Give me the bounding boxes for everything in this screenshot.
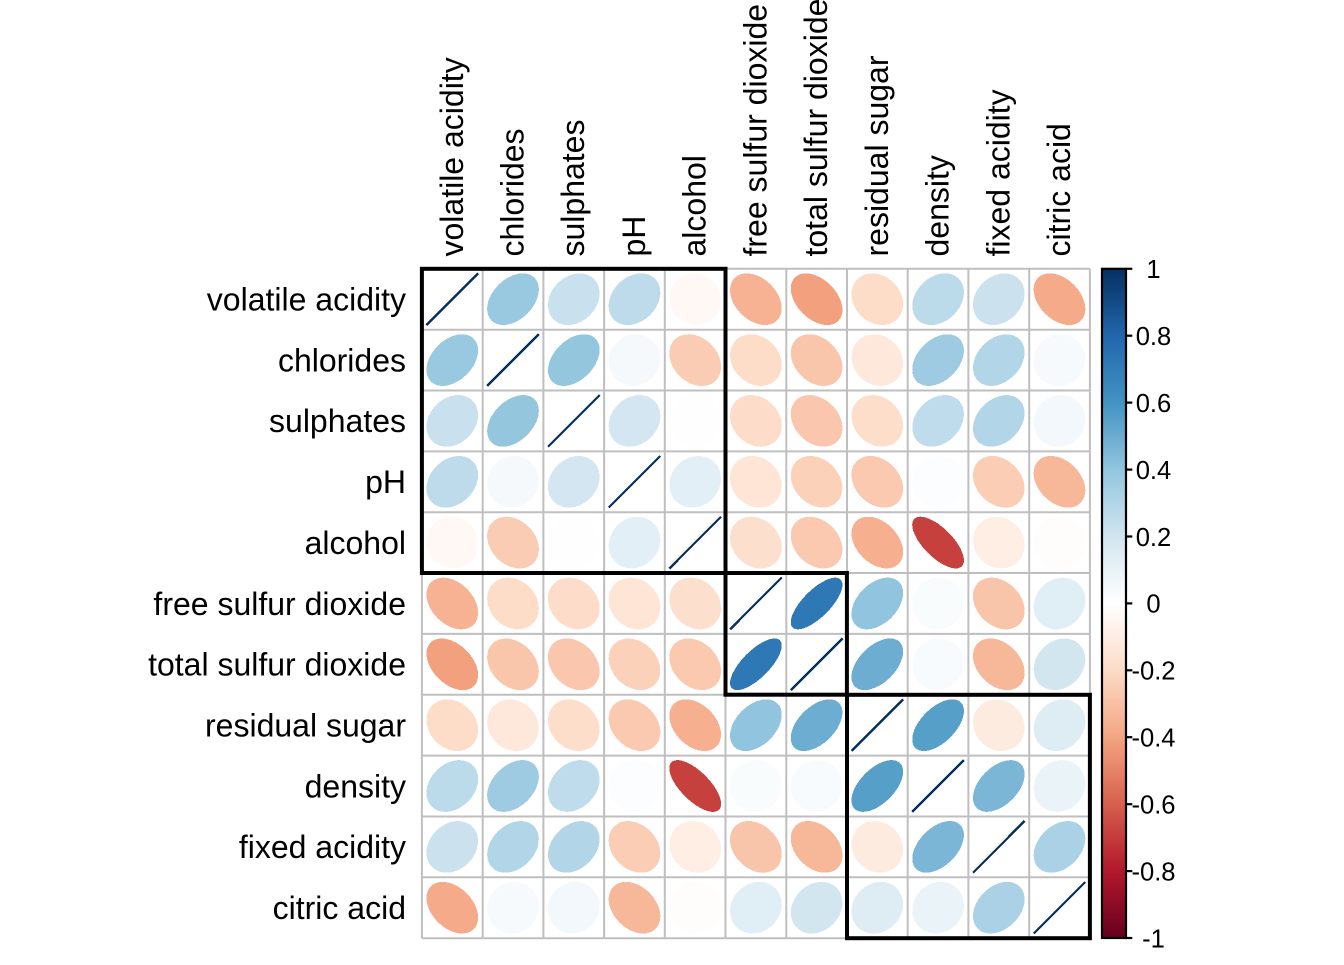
svg-text:-1: -1 [1142, 925, 1165, 953]
svg-text:1: 1 [1146, 256, 1160, 284]
svg-text:total sulfur dioxide: total sulfur dioxide [798, 0, 834, 257]
svg-text:fixed acidity: fixed acidity [239, 829, 406, 865]
svg-text:total sulfur dioxide: total sulfur dioxide [148, 647, 406, 683]
svg-text:density: density [920, 155, 956, 256]
svg-text:0.2: 0.2 [1136, 524, 1172, 552]
svg-text:pH: pH [365, 464, 406, 500]
svg-text:-0.2: -0.2 [1131, 658, 1175, 686]
svg-text:0.4: 0.4 [1136, 457, 1172, 485]
svg-text:sulphates: sulphates [269, 403, 406, 439]
svg-text:-0.8: -0.8 [1131, 858, 1175, 886]
svg-text:0.8: 0.8 [1136, 323, 1172, 351]
svg-text:volatile acidity: volatile acidity [434, 57, 470, 256]
svg-text:alcohol: alcohol [305, 525, 406, 561]
svg-text:0.6: 0.6 [1136, 390, 1172, 418]
svg-text:citric acid: citric acid [1041, 123, 1077, 256]
svg-text:free sulfur dioxide: free sulfur dioxide [737, 4, 773, 257]
svg-text:chlorides: chlorides [278, 342, 406, 378]
svg-text:residual sugar: residual sugar [205, 708, 406, 744]
svg-text:pH: pH [616, 216, 652, 257]
svg-text:-0.6: -0.6 [1131, 792, 1175, 820]
svg-text:0: 0 [1146, 591, 1160, 619]
svg-text:volatile acidity: volatile acidity [207, 282, 406, 318]
svg-text:fixed acidity: fixed acidity [980, 89, 1016, 256]
svg-text:free sulfur dioxide: free sulfur dioxide [153, 586, 406, 622]
svg-text:sulphates: sulphates [555, 120, 591, 257]
svg-text:alcohol: alcohol [677, 155, 713, 256]
svg-text:chlorides: chlorides [495, 128, 531, 256]
svg-text:density: density [305, 768, 406, 804]
svg-text:citric acid: citric acid [273, 890, 406, 926]
svg-text:-0.4: -0.4 [1131, 725, 1175, 753]
svg-text:residual sugar: residual sugar [859, 55, 895, 256]
